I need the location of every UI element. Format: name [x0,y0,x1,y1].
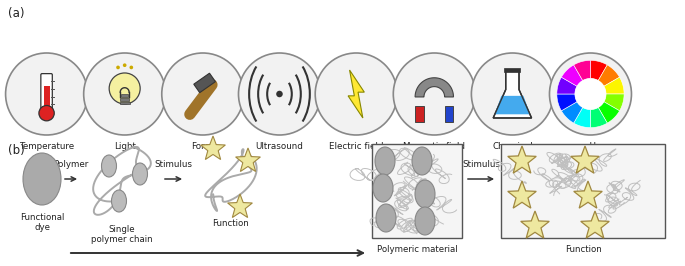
Text: Ultrasound: Ultrasound [256,142,303,151]
Text: pH: pH [584,142,597,151]
Polygon shape [573,60,590,81]
Polygon shape [604,94,624,111]
Ellipse shape [412,147,432,175]
Polygon shape [561,102,583,123]
Polygon shape [508,146,536,173]
Bar [121,94,128,97]
Text: Electric field: Electric field [329,142,384,151]
Text: Single
polymer chain: Single polymer chain [91,225,153,244]
Polygon shape [415,78,453,97]
Circle shape [575,78,606,110]
Polygon shape [236,148,260,172]
Text: (b): (b) [8,144,25,157]
Polygon shape [561,65,583,86]
Ellipse shape [132,163,147,185]
Bar [501,144,665,238]
Polygon shape [521,211,549,238]
Circle shape [238,53,321,135]
Circle shape [276,91,283,97]
Ellipse shape [101,155,116,177]
Text: Force: Force [191,142,214,151]
Circle shape [5,53,88,135]
Text: Temperature: Temperature [19,142,74,151]
Circle shape [109,73,140,104]
Ellipse shape [112,190,127,212]
Polygon shape [590,107,608,128]
Polygon shape [571,146,599,173]
Polygon shape [604,77,624,94]
Circle shape [39,106,54,121]
Circle shape [84,53,166,135]
Polygon shape [573,107,590,128]
Text: Polymer: Polymer [53,160,88,169]
Polygon shape [598,102,620,123]
Bar [121,98,129,101]
Text: Function: Function [212,219,249,228]
Text: Light: Light [114,142,136,151]
Polygon shape [493,71,532,118]
Ellipse shape [415,207,435,235]
Text: Magnetic field: Magnetic field [403,142,465,151]
Ellipse shape [375,147,395,175]
Polygon shape [598,65,620,86]
Bar [415,106,424,122]
Circle shape [549,53,632,135]
Polygon shape [495,96,530,114]
Bar [44,86,49,111]
Bar [372,144,462,238]
Circle shape [116,66,120,69]
Bar [445,106,453,122]
Polygon shape [508,181,536,208]
Circle shape [315,53,397,135]
Text: Functional
dye: Functional dye [20,213,64,232]
Polygon shape [557,94,577,111]
Circle shape [123,63,127,67]
FancyBboxPatch shape [41,74,52,114]
Circle shape [393,53,475,135]
Polygon shape [557,77,577,94]
Ellipse shape [23,153,61,205]
Bar [119,102,130,104]
Polygon shape [194,73,215,93]
Circle shape [162,53,244,135]
Text: Stimulus: Stimulus [462,160,500,169]
Polygon shape [590,60,608,81]
Text: Chemical: Chemical [492,142,533,151]
Ellipse shape [415,180,435,208]
Text: (a): (a) [8,7,25,20]
Ellipse shape [373,174,393,202]
Ellipse shape [376,204,396,232]
Text: Polymeric material: Polymeric material [377,245,458,254]
Polygon shape [227,194,252,218]
Circle shape [471,53,553,135]
Polygon shape [581,211,609,238]
Polygon shape [574,181,602,208]
Text: Stimulus: Stimulus [155,160,192,169]
Polygon shape [348,70,364,118]
Polygon shape [201,136,225,160]
Text: Function: Function [564,245,601,254]
Circle shape [129,66,133,69]
Bar [504,68,521,72]
